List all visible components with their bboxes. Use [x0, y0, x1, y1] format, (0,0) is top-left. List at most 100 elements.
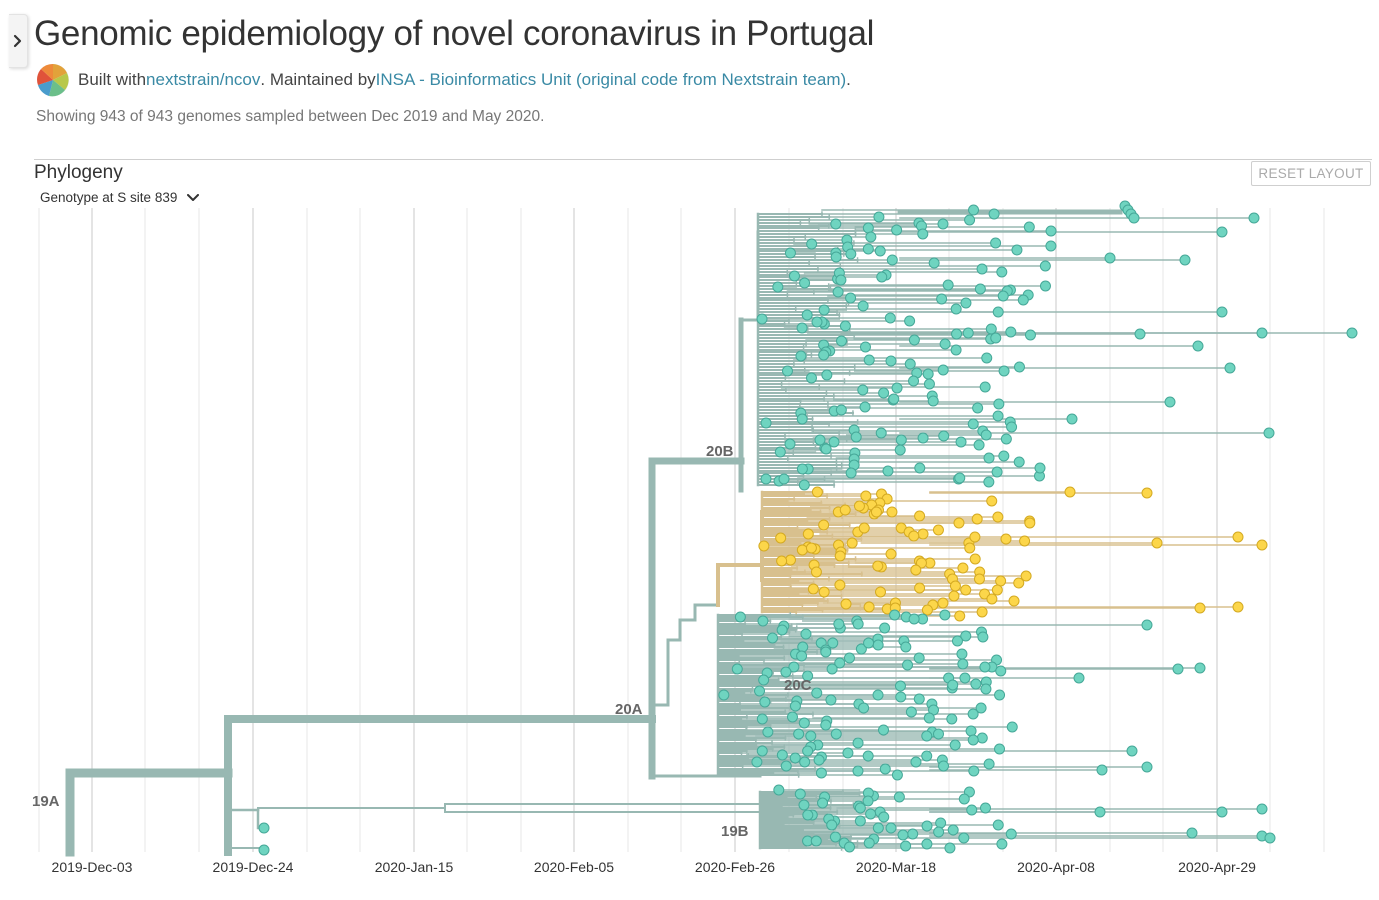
tip-variant[interactable] [960, 584, 972, 596]
tip-default[interactable] [914, 462, 926, 474]
tip-default[interactable] [882, 465, 894, 477]
tip-default[interactable] [894, 444, 906, 456]
tip-variant[interactable] [776, 555, 788, 567]
tip-default[interactable] [760, 473, 772, 485]
tip-default[interactable] [977, 631, 989, 643]
tip-variant[interactable] [1151, 537, 1163, 549]
tip-default[interactable] [967, 708, 979, 720]
tip-default[interactable] [970, 678, 982, 690]
tip-default[interactable] [781, 365, 793, 377]
tip-default[interactable] [891, 769, 903, 781]
tip-default[interactable] [921, 838, 933, 850]
tip-default[interactable] [772, 281, 784, 293]
tip-default[interactable] [836, 335, 848, 347]
tip-default[interactable] [891, 382, 903, 394]
tip-default[interactable] [845, 467, 857, 479]
tip-default[interactable] [800, 628, 812, 640]
tip-default[interactable] [834, 657, 846, 669]
tip-default[interactable] [939, 338, 951, 350]
tip-default[interactable] [904, 358, 916, 370]
tip-default[interactable] [1194, 662, 1206, 674]
tip-default[interactable] [760, 417, 772, 429]
tip-default[interactable] [874, 245, 886, 257]
tip-variant[interactable] [872, 560, 884, 572]
tip-default[interactable] [1248, 212, 1260, 224]
tip-default[interactable] [1005, 828, 1017, 840]
tip-variant[interactable] [1020, 570, 1032, 582]
tip-default[interactable] [796, 650, 808, 662]
tip-variant[interactable] [1256, 539, 1268, 551]
tip-default[interactable] [933, 728, 945, 740]
tip-default[interactable] [1164, 396, 1176, 408]
tip-default[interactable] [960, 297, 972, 309]
tip-default[interactable] [958, 793, 970, 805]
tip-default[interactable] [979, 381, 991, 393]
tip-variant[interactable] [954, 610, 966, 622]
tip-default[interactable] [1073, 672, 1085, 684]
tip-default[interactable] [1096, 764, 1108, 776]
tip-default[interactable] [936, 293, 948, 305]
tip-default[interactable] [830, 728, 842, 740]
tip-default[interactable] [957, 658, 969, 670]
tip-default[interactable] [1006, 421, 1018, 433]
tip-default[interactable] [843, 652, 855, 664]
tip-default[interactable] [806, 238, 818, 250]
tip-default[interactable] [1045, 225, 1057, 237]
tip-default[interactable] [830, 218, 842, 230]
tip-variant[interactable] [1194, 602, 1206, 614]
tip-default[interactable] [921, 750, 933, 762]
tip-default[interactable] [980, 683, 992, 695]
tip-default[interactable] [718, 689, 730, 701]
color-by-selector[interactable]: Genotype at S site 839 [40, 190, 200, 205]
tip-default[interactable] [927, 395, 939, 407]
tip-default[interactable] [994, 689, 1006, 701]
tip-variant[interactable] [953, 517, 965, 529]
tip-default[interactable] [754, 685, 766, 697]
tip-default[interactable] [1216, 226, 1228, 238]
tip-variant[interactable] [917, 528, 929, 540]
tip-default[interactable] [802, 809, 814, 821]
tip-default[interactable] [908, 375, 920, 387]
tip-default[interactable] [1128, 212, 1140, 224]
tip-default[interactable] [776, 624, 788, 636]
tip-default[interactable] [1034, 462, 1046, 474]
tip-default[interactable] [1256, 803, 1268, 815]
tip-default[interactable] [937, 218, 949, 230]
nextstrain-ncov-link[interactable]: nextstrain/ncov [146, 70, 261, 89]
tip-default[interactable] [979, 802, 991, 814]
tip-default[interactable] [844, 841, 856, 853]
tip-default[interactable] [938, 430, 950, 442]
tip-default[interactable] [784, 247, 796, 259]
tip-variant[interactable] [840, 598, 852, 610]
tip-variant[interactable] [834, 550, 846, 562]
tip-default[interactable] [758, 674, 770, 686]
tip-default[interactable] [897, 829, 909, 841]
tip-variant[interactable] [834, 579, 846, 591]
tip-default[interactable] [872, 822, 884, 834]
tip-default[interactable] [951, 328, 963, 340]
tip-default[interactable] [863, 354, 875, 366]
tip-default[interactable] [821, 369, 833, 381]
tip-default[interactable] [830, 251, 842, 263]
maintainer-link[interactable]: INSA - Bioinformatics Unit (original cod… [375, 70, 847, 89]
tip-default[interactable] [805, 372, 817, 384]
tip-default[interactable] [863, 637, 875, 649]
tip-default[interactable] [976, 732, 988, 744]
tip-default[interactable] [1013, 361, 1025, 373]
tip-default[interactable] [794, 788, 806, 800]
tip-default[interactable] [862, 222, 874, 234]
tip-variant[interactable] [874, 586, 886, 598]
tip-default[interactable] [956, 648, 968, 660]
tip-default[interactable] [788, 661, 800, 673]
tip-default[interactable] [786, 711, 798, 723]
tip-variant[interactable] [1000, 533, 1012, 545]
tip-default[interactable] [965, 725, 977, 737]
tip-default[interactable] [893, 791, 905, 803]
tip-default[interactable] [889, 609, 901, 621]
tip-default[interactable] [937, 364, 949, 376]
tip-default[interactable] [852, 737, 864, 749]
tip-default[interactable] [798, 479, 810, 491]
tip-default[interactable] [855, 643, 867, 655]
tip-default[interactable] [805, 730, 817, 742]
tip-default[interactable] [894, 680, 906, 692]
